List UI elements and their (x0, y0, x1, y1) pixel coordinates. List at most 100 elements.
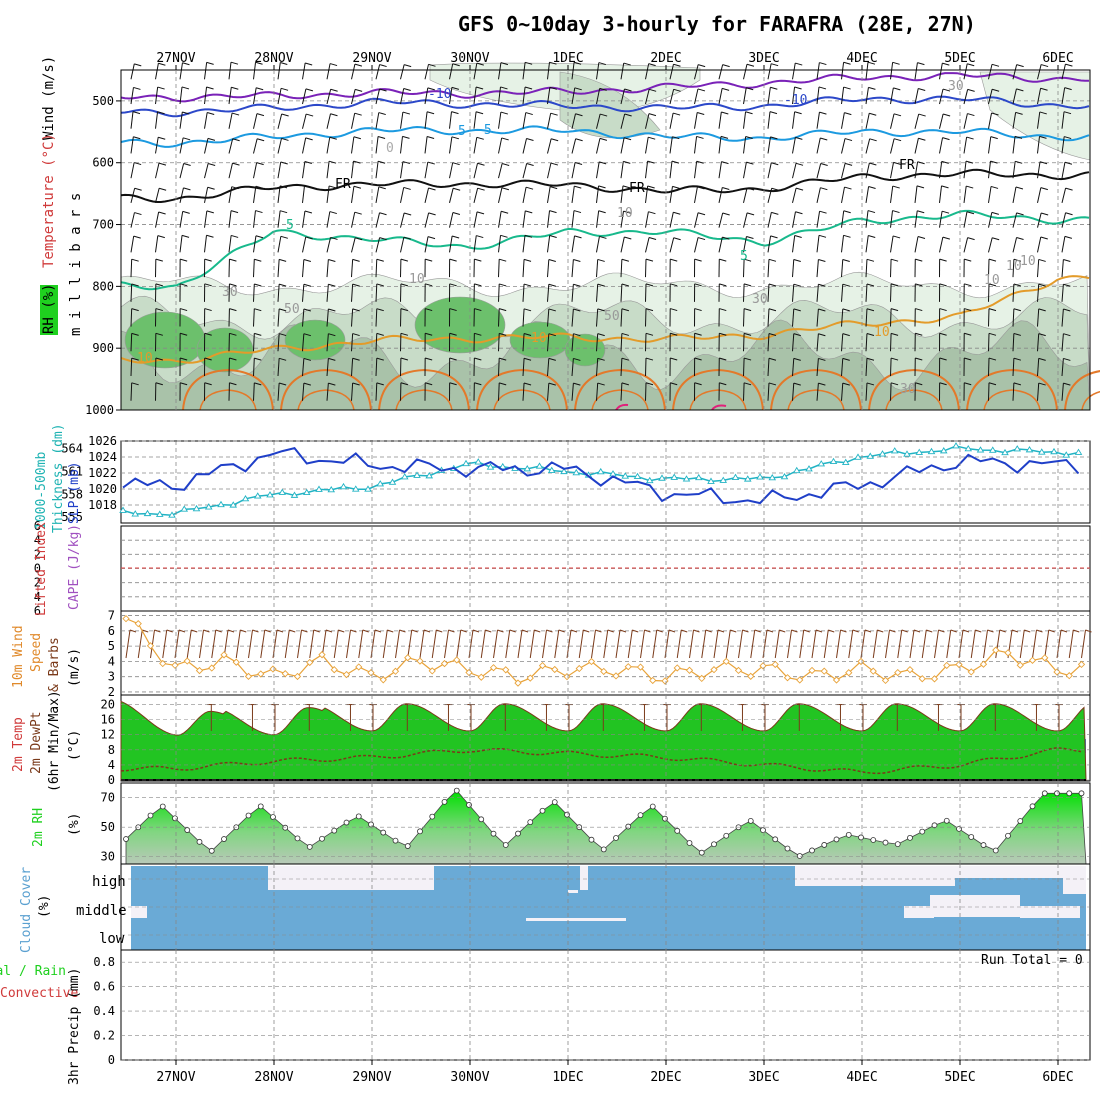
rh-point (172, 815, 178, 822)
rh-tick-label: 50 (101, 820, 115, 834)
contour-label: 50 (284, 302, 300, 317)
wind10-point (146, 642, 155, 650)
thickness-point (890, 447, 899, 454)
wind10-point (734, 666, 743, 675)
thickness-point (633, 472, 642, 480)
wind10-point (122, 614, 130, 623)
warm-isotherm-loop (591, 389, 649, 411)
cloud-gap (1063, 866, 1086, 894)
rh-point (747, 818, 754, 824)
wind10-label-4: (m/s) (67, 648, 82, 687)
rh-point (772, 836, 779, 843)
wind10-point (379, 676, 387, 684)
rh-point (1078, 790, 1085, 797)
rh-point (625, 823, 632, 830)
rh-point (306, 843, 313, 850)
warm-isotherm-loop (966, 368, 1058, 411)
date-label-top: 27NOV (156, 51, 195, 66)
wind10-point (979, 660, 988, 668)
precip-tick-label: 0.6 (93, 980, 115, 994)
wind10-point (195, 666, 204, 675)
date-label-bottom: 6DEC (1042, 1070, 1073, 1085)
wind10-point (342, 670, 351, 679)
rh-point (417, 828, 423, 835)
warm-temperature-loops (182, 368, 1100, 411)
rh-point (539, 807, 546, 814)
wind10-point (747, 672, 755, 680)
temp-tick-label: 20 (101, 698, 115, 712)
rh-point (221, 836, 227, 842)
wind10-point (845, 669, 853, 677)
thickness-point (1074, 448, 1083, 455)
rh-point (894, 841, 901, 848)
contour-label: FR (335, 177, 351, 192)
hot-isotherm (711, 404, 727, 411)
isotherm-line (120, 72, 1090, 103)
precip-tick-label: 0.4 (93, 1004, 115, 1018)
cloud-gap (580, 866, 588, 890)
hot-isotherm (615, 403, 629, 411)
thickness-tick-label: 564 (61, 442, 83, 456)
warm-isotherm-loop (395, 389, 453, 411)
thickness-point (939, 447, 948, 454)
thickness-point (131, 510, 140, 517)
wind10-point (1065, 672, 1073, 680)
rh-point (858, 834, 864, 841)
precip-tick-label: 0 (108, 1053, 115, 1067)
warm-isotherm-loop (689, 389, 747, 411)
rh-point (845, 831, 852, 838)
thickness-tick-label: 555 (61, 510, 83, 524)
precip-unit-label: 3hr Precip (mm) (67, 968, 82, 1085)
thickness-point (547, 466, 556, 473)
precip-conv-label: Convective (0, 986, 78, 1001)
wind10-point (538, 661, 547, 670)
thickness-point (388, 478, 397, 485)
date-label-top: 4DEC (846, 51, 877, 66)
wind10-point (514, 679, 522, 687)
rh-tick-label: 70 (101, 791, 115, 805)
cloud-label: Cloud Cover (19, 867, 34, 953)
wind10-point (992, 646, 1000, 654)
rh-point (796, 853, 803, 859)
wind10-point (918, 675, 926, 683)
temp-label-1: 2m Temp (11, 717, 26, 772)
rh-point (1017, 818, 1024, 824)
rh-point (392, 837, 399, 844)
cloud-gap (414, 866, 434, 890)
thickness-point (915, 448, 924, 455)
cloud-gap (568, 890, 578, 893)
slp-tick-label: 1022 (88, 466, 117, 480)
wind10-point (1028, 656, 1037, 664)
cloud-gap (526, 918, 626, 921)
rh-point (466, 802, 472, 808)
wind10-point (685, 666, 694, 674)
thickness-point (241, 494, 250, 502)
thickness-point (976, 446, 985, 453)
rh-point (319, 835, 325, 842)
wind10-point (391, 667, 400, 675)
rh-point (637, 812, 644, 819)
date-label-bottom: 28NOV (254, 1070, 293, 1085)
wind10-point (600, 667, 608, 676)
wind10-point (416, 657, 424, 665)
cloud-unit: (%) (37, 895, 52, 918)
slp-label: SLP (mb) (67, 461, 82, 524)
thickness-point (192, 504, 201, 512)
rh-tick-label: 30 (101, 850, 115, 864)
thickness-point (854, 453, 862, 460)
pressure-tick-label: 800 (92, 279, 114, 293)
warm-isotherm-loop (280, 368, 372, 411)
rh-high-blob (564, 333, 606, 367)
rh-point (980, 842, 987, 848)
date-label-bottom: 1DEC (552, 1070, 583, 1085)
wind10-point (673, 664, 681, 672)
wind10-point (1041, 654, 1049, 662)
wind10-point (575, 664, 583, 673)
thickness-point (400, 473, 409, 480)
thickness-point (805, 465, 813, 472)
contour-label: 10 (531, 331, 547, 346)
li-tick-label: 6 (34, 604, 41, 618)
contour-label: 5 (740, 249, 748, 264)
